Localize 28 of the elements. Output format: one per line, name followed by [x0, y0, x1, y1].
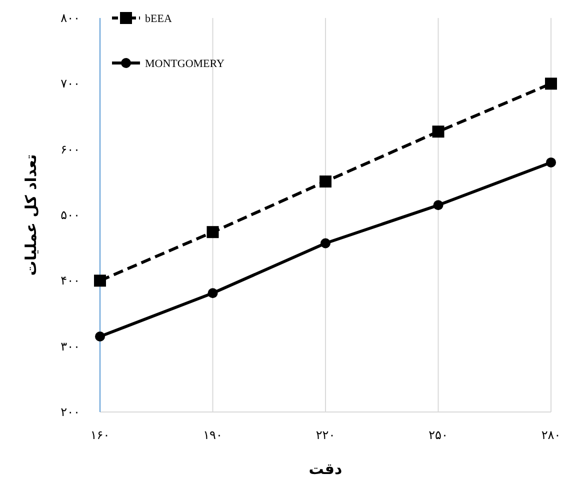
point [208, 288, 218, 298]
point [546, 157, 556, 168]
point [206, 226, 219, 238]
x-tick-label: ۱۹۰ [203, 428, 222, 442]
y-tick-label: ۶۰۰ [60, 142, 80, 156]
legend-label: bEEA [145, 13, 172, 25]
point [320, 176, 332, 188]
legend-label: MONTGOMERY [145, 58, 225, 70]
point [320, 238, 330, 248]
point [433, 200, 444, 210]
legend-item: MONTGOMERY [112, 58, 224, 70]
point [95, 331, 105, 342]
y-tick-label: ۷۰۰ [60, 76, 80, 91]
x-axis-title: دقت [308, 460, 342, 478]
y-tick-label: ۸۰۰ [60, 11, 80, 25]
legend-item: bEEA [112, 12, 172, 25]
x-tick-label: ۲۲۰ [316, 428, 336, 442]
y-axis-title: تعداد کل عملیات [22, 154, 40, 276]
y-tick-label: ۴۰۰ [60, 274, 80, 288]
y-tick-label: ۵۰۰ [60, 208, 80, 222]
point [432, 126, 444, 138]
y-tick-label: ۲۰۰ [60, 405, 80, 419]
point [545, 78, 557, 90]
y-tick-label: ۳۰۰ [60, 339, 80, 354]
x-tick-label: ۱۶۰ [90, 428, 110, 442]
x-tick-label: ۲۸۰ [541, 428, 561, 442]
point [94, 274, 106, 287]
x-tick-label: ۲۵۰ [428, 428, 448, 442]
